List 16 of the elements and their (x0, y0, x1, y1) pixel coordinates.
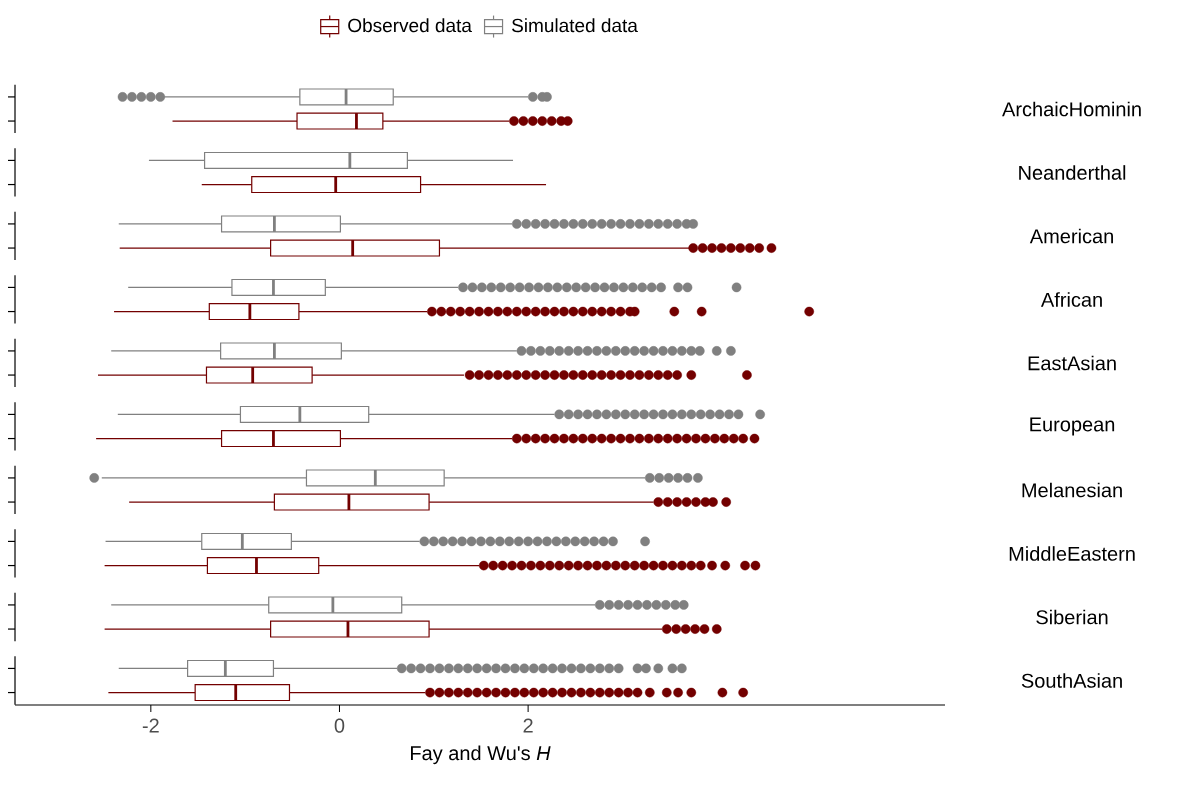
y-tick-label: Neanderthal (1019, 165, 1126, 180)
y-tick-label: Siberian (1036, 609, 1108, 625)
y-tick-label: Melanesian (1022, 482, 1122, 498)
legend-label: Simulated data (512, 18, 638, 33)
x-tick-label: -2 (142, 718, 159, 733)
y-tick-label: SouthAsian (1021, 673, 1122, 688)
y-tick-label: European (1030, 417, 1115, 436)
x-axis-title: Fay and Wu's H (411, 745, 551, 765)
y-tick-label: MiddleEastern (1009, 546, 1135, 561)
x-tick-label: 0 (334, 718, 345, 733)
y-tick-label: ArchaicHominin (1002, 101, 1141, 117)
y-tick-label: American (1029, 228, 1113, 244)
y-tick-label: African (1040, 292, 1102, 307)
x-tick-label: 2 (523, 718, 533, 733)
y-tick-label: EastAsian (1028, 355, 1116, 371)
legend-label: Observed data (348, 18, 472, 33)
